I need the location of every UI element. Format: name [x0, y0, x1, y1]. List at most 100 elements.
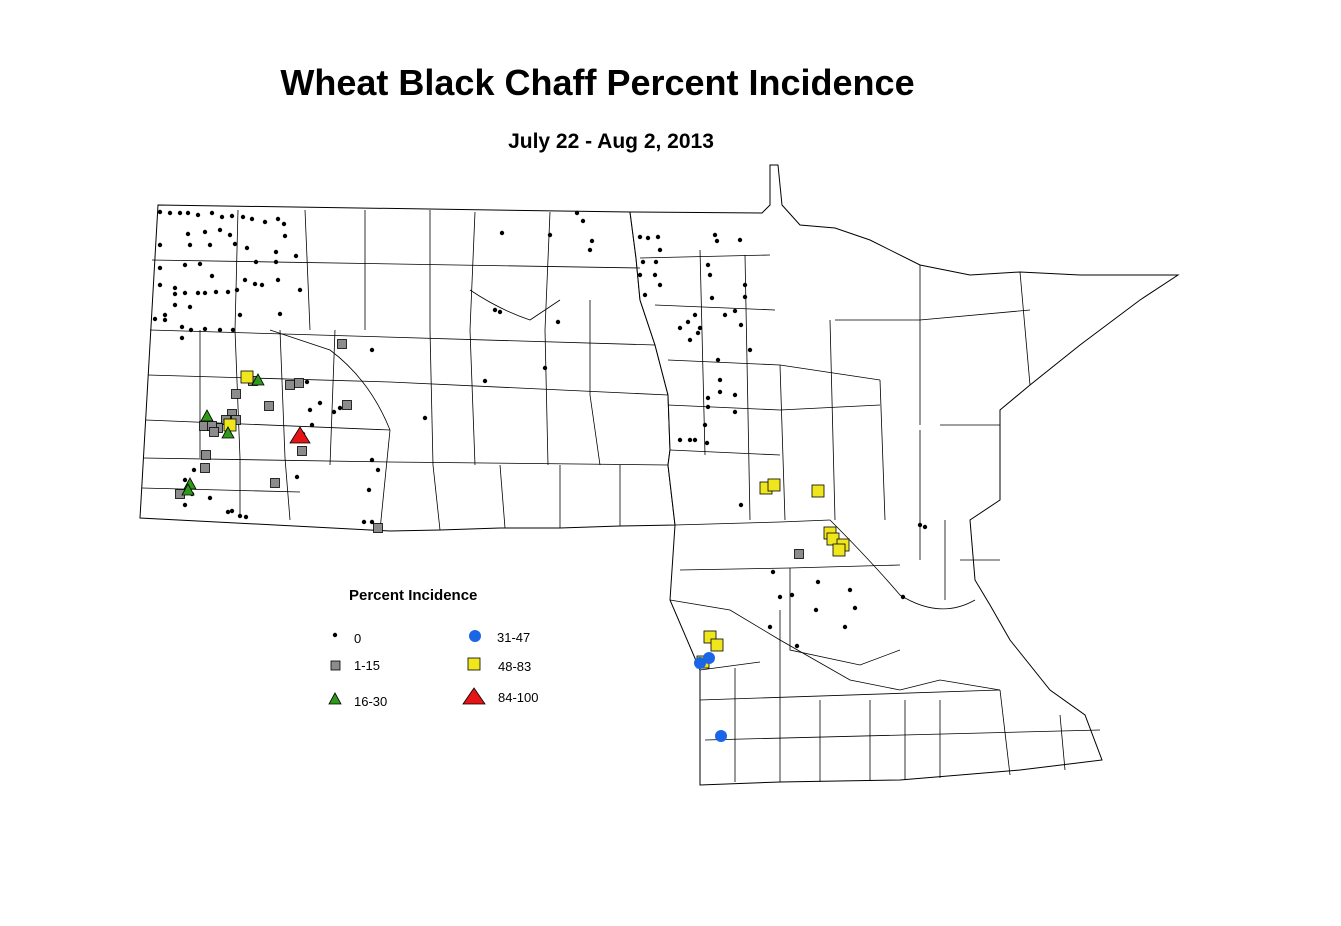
point-0	[157, 282, 163, 288]
point-0	[242, 277, 248, 283]
point-0	[252, 281, 258, 287]
point-0	[207, 495, 213, 501]
point-0	[738, 322, 744, 328]
point-0	[191, 467, 197, 473]
point-0	[732, 308, 738, 314]
point-0	[692, 437, 698, 443]
point-0	[652, 272, 658, 278]
point-0	[304, 379, 310, 385]
point-0	[209, 273, 215, 279]
point-0	[737, 237, 743, 243]
point-0	[177, 210, 183, 216]
legend-label-31-47: 31-47	[497, 630, 531, 645]
point-0	[237, 513, 243, 519]
legend-triangle-16-30	[328, 692, 342, 705]
point-0	[172, 302, 178, 308]
point-31-47	[703, 652, 715, 664]
legend-circle-31-47	[469, 630, 481, 642]
point-0	[574, 210, 580, 216]
point-0	[637, 234, 643, 240]
point-0	[240, 214, 246, 220]
point-0	[172, 291, 178, 297]
point-0	[185, 231, 191, 237]
point-1-15	[337, 339, 347, 349]
legend-label-16-30: 16-30	[354, 694, 388, 709]
point-0	[244, 245, 250, 251]
point-0	[179, 335, 185, 341]
point-0	[542, 365, 548, 371]
point-1-15	[209, 427, 219, 437]
point-0	[677, 325, 683, 331]
point-0	[714, 238, 720, 244]
point-0	[281, 221, 287, 227]
point-84-100	[289, 426, 311, 444]
point-0	[794, 643, 800, 649]
point-0	[273, 249, 279, 255]
point-0	[657, 282, 663, 288]
point-0	[187, 304, 193, 310]
point-0	[917, 522, 923, 528]
point-1-15	[373, 523, 383, 533]
point-0	[375, 467, 381, 473]
point-0	[182, 290, 188, 296]
point-0	[687, 337, 693, 343]
point-1-15	[270, 478, 280, 488]
point-1-15	[794, 549, 804, 559]
point-0	[217, 327, 223, 333]
point-1-15	[297, 446, 307, 456]
point-16-30	[221, 426, 235, 439]
point-0	[702, 422, 708, 428]
point-0	[182, 477, 188, 483]
minnesota-outline	[629, 164, 1180, 786]
point-0	[645, 235, 651, 241]
point-0	[704, 440, 710, 446]
point-0	[167, 210, 173, 216]
point-0	[195, 290, 201, 296]
point-0	[195, 212, 201, 218]
legend-label-48-83: 48-83	[498, 659, 532, 674]
point-0	[172, 285, 178, 291]
point-1-15	[201, 450, 211, 460]
point-0	[202, 229, 208, 235]
point-0	[369, 457, 375, 463]
point-0	[637, 272, 643, 278]
point-0	[492, 307, 498, 313]
point-0	[366, 487, 372, 493]
point-0	[705, 262, 711, 268]
point-0	[657, 247, 663, 253]
point-0	[813, 607, 819, 613]
point-0	[497, 309, 503, 315]
point-0	[653, 259, 659, 265]
point-0	[207, 242, 213, 248]
point-0	[229, 213, 235, 219]
point-0	[738, 502, 744, 508]
point-0	[227, 232, 233, 238]
map-title: Wheat Black Chaff Percent Incidence	[280, 62, 915, 103]
point-0	[157, 265, 163, 271]
point-0	[842, 624, 848, 630]
legend-square-48-83	[467, 657, 481, 671]
legend-triangle-84-100	[462, 687, 486, 705]
point-0	[237, 312, 243, 318]
point-0	[677, 437, 683, 443]
point-0	[337, 405, 343, 411]
point-0	[182, 262, 188, 268]
legend-label-1-15: 1-15	[354, 658, 381, 673]
point-0	[732, 392, 738, 398]
point-0	[202, 326, 208, 332]
point-0	[185, 210, 191, 216]
legend	[328, 630, 486, 705]
point-0	[273, 259, 279, 265]
point-0	[293, 253, 299, 259]
point-0	[587, 247, 593, 253]
point-1-15	[342, 400, 352, 410]
point-0	[182, 502, 188, 508]
point-0	[422, 415, 428, 421]
point-0	[712, 232, 718, 238]
point-0	[259, 282, 265, 288]
point-1-15	[285, 380, 295, 390]
point-0	[687, 437, 693, 443]
point-0	[361, 519, 367, 525]
point-0	[187, 242, 193, 248]
legend-square-1-15	[330, 660, 341, 671]
